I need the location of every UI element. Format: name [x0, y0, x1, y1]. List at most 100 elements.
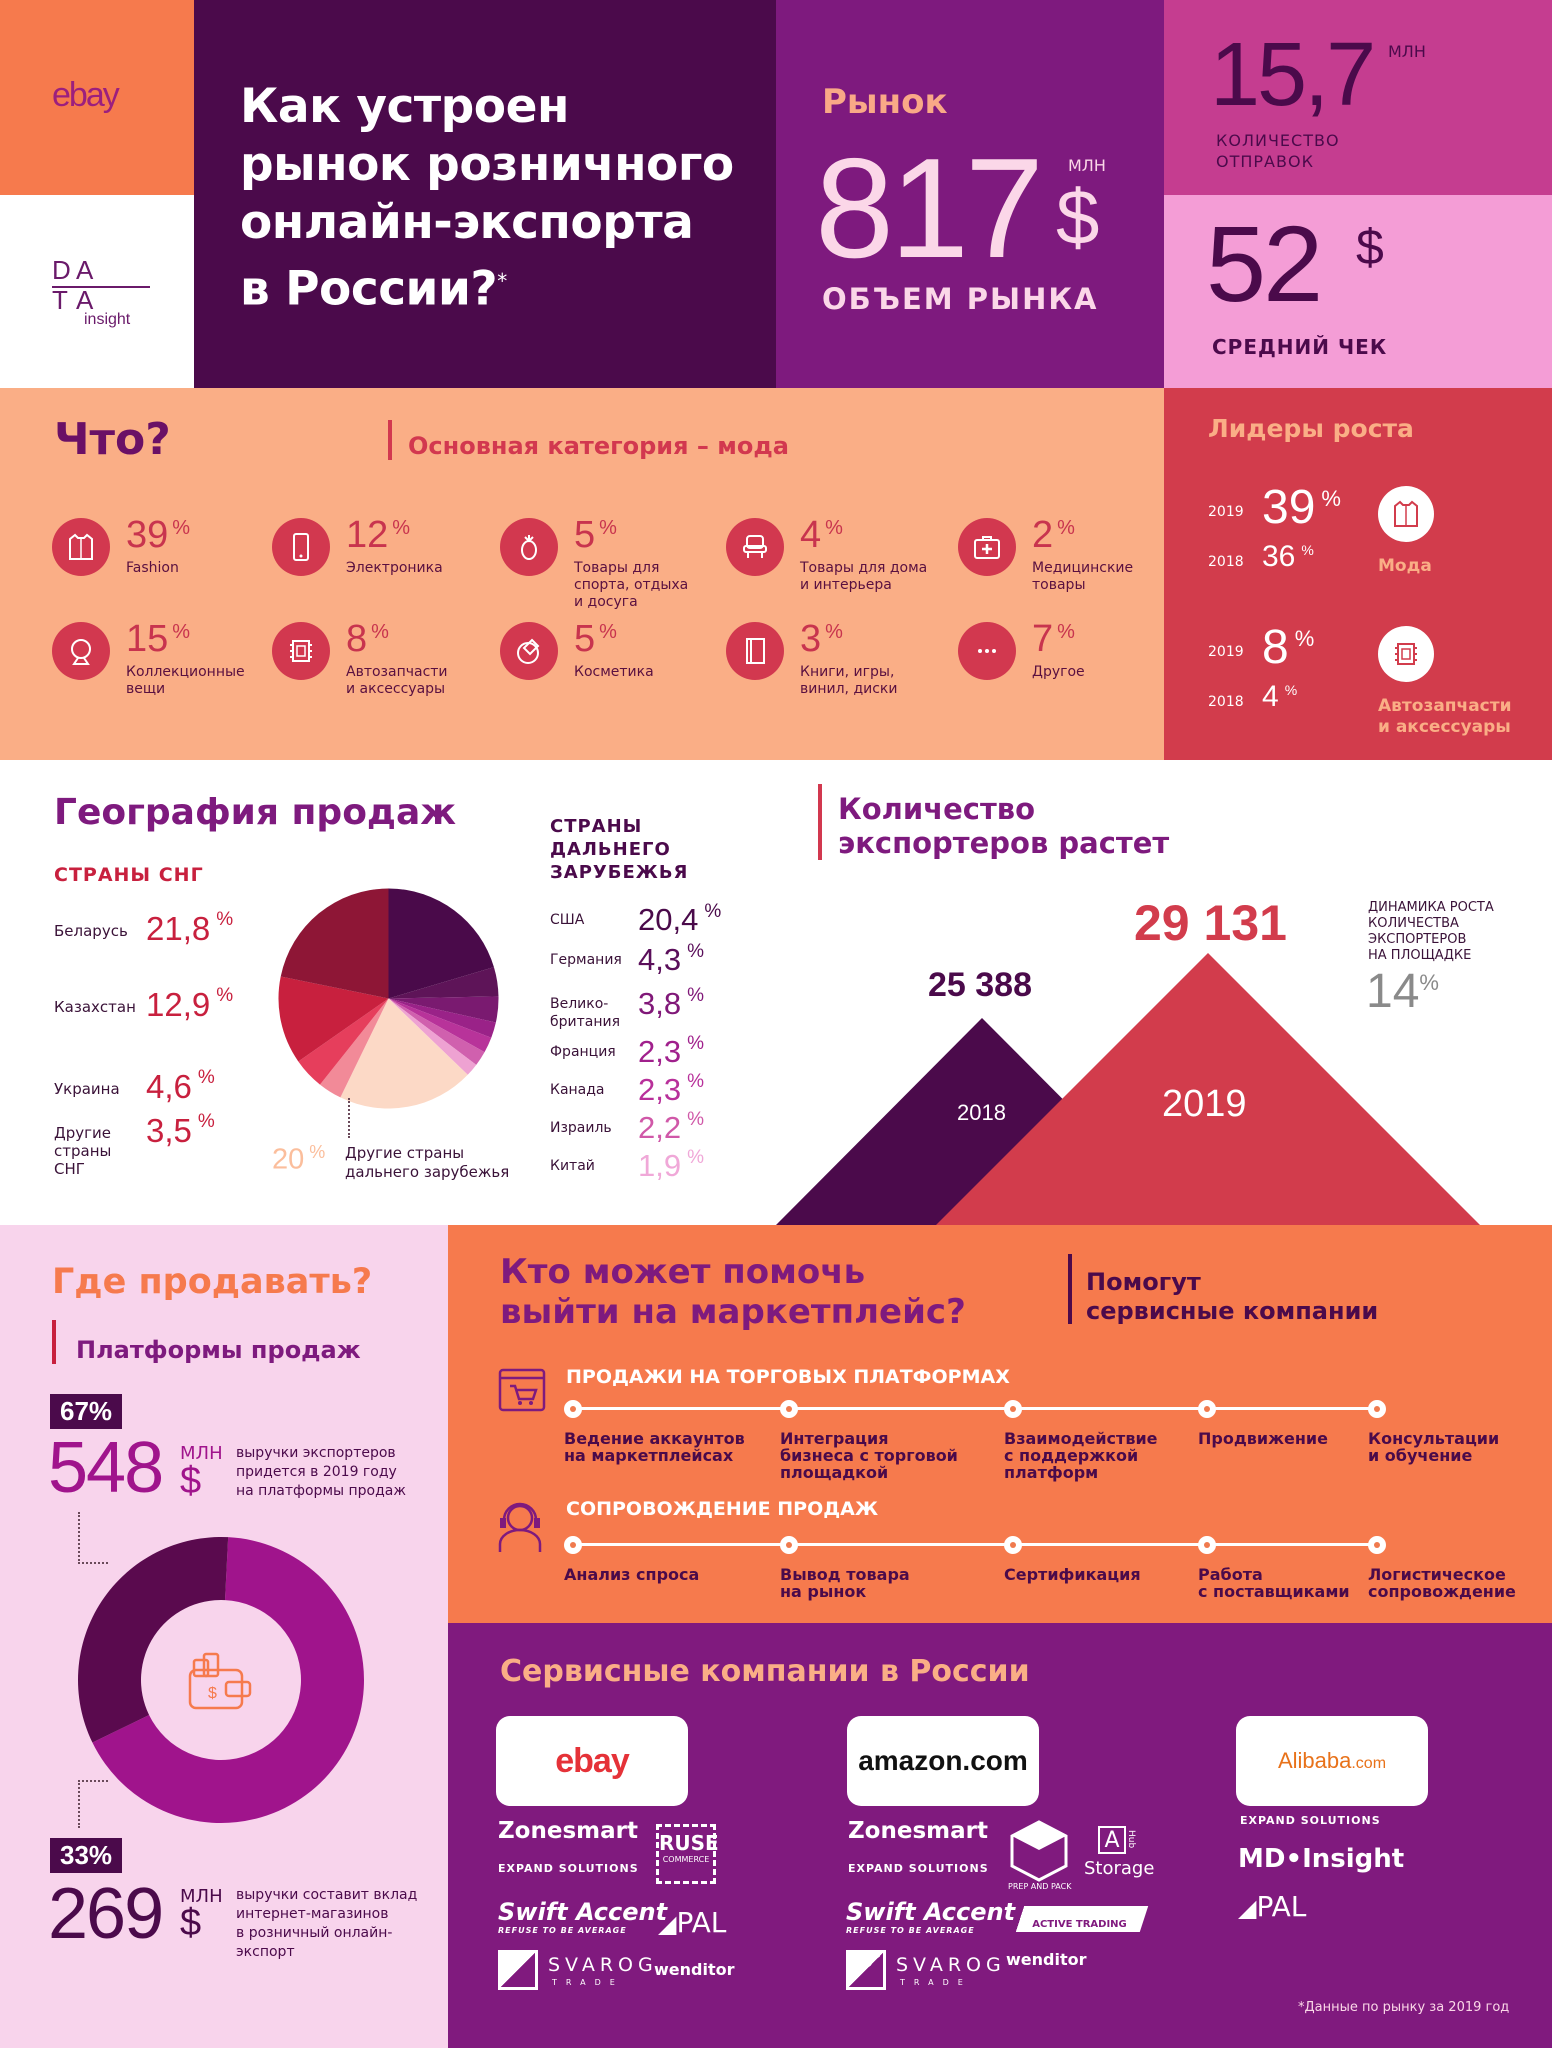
exporters-2019-value: 29 131: [1134, 895, 1287, 951]
service-label: Сертификация: [1004, 1565, 1141, 1584]
market-volume-label: ОБЪЕМ РЫНКА: [822, 282, 1099, 316]
service-label: Интеграция бизнеса с торговой площадкой: [780, 1429, 958, 1482]
timeline-dot: [564, 1400, 582, 1418]
wallet-icon: $: [188, 1650, 254, 1716]
other-far-value: 20%: [272, 1142, 326, 1176]
cis-country-value: 4,6%: [146, 1067, 215, 1105]
pie-slice: [319, 998, 389, 1098]
p1-text: выручки экспортеров придется в 2019 году н…: [236, 1445, 406, 1499]
p2-value: 269: [48, 1874, 164, 1954]
pie-slice: [340, 998, 468, 1109]
category-percent: 39%: [126, 514, 191, 556]
far-country-value: 2,3%: [638, 1071, 705, 1107]
service-label: Взаимодействие с поддержкой платформ: [1004, 1429, 1158, 1482]
swift-accent-slogan-2: REFUSE TO BE AVERAGE: [846, 1926, 975, 1935]
ebay-logo: ebay: [52, 76, 120, 114]
service-label: Продвижение: [1198, 1429, 1328, 1448]
p1-unit: МЛН: [180, 1443, 223, 1464]
medkit-icon: [958, 518, 1016, 576]
category-percent: 12%: [346, 514, 411, 556]
growth-year-2: 2018: [1208, 694, 1244, 710]
growth-category-name: Автозапчасти и аксессуары: [1378, 696, 1512, 737]
growth-year-1: 2019: [1208, 644, 1244, 660]
service-label: Работа с поставщиками: [1198, 1565, 1350, 1601]
where-heading: Где продавать?: [52, 1262, 373, 1302]
datainsight-logo: D A T A insight: [52, 255, 152, 335]
growth-value-2019: 8%: [1262, 621, 1315, 674]
category-label: Медицинские товары: [1032, 560, 1134, 593]
help-aside-divider: [1068, 1254, 1072, 1324]
market-volume-value: 817: [815, 129, 1044, 288]
donut-pointer-bottom: [78, 1780, 108, 1828]
timeline-dot: [780, 1400, 798, 1418]
shipments-value: 15,7: [1210, 25, 1376, 125]
row2-title: СОПРОВОЖДЕНИЕ ПРОДАЖ: [566, 1498, 879, 1520]
ebay-box: ebay: [496, 1716, 688, 1806]
dynamics-label: ДИНАМИКА РОСТА КОЛИЧЕСТВА ЭКСПОРТЕРОВ НА ПЛ…: [1368, 900, 1494, 963]
shipments-label: КОЛИЧЕСТВО ОТПРАВОК: [1216, 131, 1340, 171]
timeline-dot: [1004, 1400, 1022, 1418]
far-country-value: 4,3%: [638, 941, 705, 977]
category-label: Косметика: [574, 664, 654, 680]
category-percent: 15%: [126, 618, 191, 660]
growth-value-2019: 39%: [1262, 481, 1341, 534]
platform-donut-chart: [77, 1537, 365, 1823]
category-percent: 7%: [1032, 618, 1075, 660]
far-country-label: Канада: [550, 1082, 605, 1098]
growth-value-2018: 4%: [1262, 680, 1298, 713]
pie-slice: [388, 998, 485, 1065]
pie-slice: [280, 888, 389, 999]
pie-slice: [388, 996, 499, 1023]
expand-solutions-logo-2: EXPAND SOLUTIONS: [848, 1862, 989, 1875]
svarog-logo-2: SVAROG: [896, 1954, 1006, 1976]
p2-text: выручки составит вклад интернет-магазинов…: [236, 1887, 418, 1960]
what-subheading: Основная категория – мода: [408, 432, 789, 460]
pie-pointer-line: [348, 1098, 350, 1138]
far-country-value: 2,3%: [638, 1033, 705, 1069]
what-section: [0, 388, 1164, 760]
md-insight-logo: MD•Insight: [1238, 1844, 1405, 1874]
svarog-logo: SVAROG: [548, 1954, 658, 1976]
book-icon: [726, 622, 784, 680]
timeline-line: [574, 1407, 1380, 1410]
cis-country-value: 21,8%: [146, 909, 234, 947]
far-country-value: 1,9%: [638, 1147, 705, 1183]
donut-segment: [92, 1537, 365, 1823]
category-percent: 4%: [800, 514, 843, 556]
timeline-dot: [1368, 1536, 1386, 1554]
svg-text:$: $: [208, 1685, 217, 1702]
zonesmart-logo-2: Zonesmart: [848, 1818, 988, 1844]
category-percent: 5%: [574, 514, 617, 556]
growth-heading: Лидеры роста: [1208, 414, 1414, 443]
category-label: Книги, игры, винил, диски: [800, 664, 898, 697]
cis-country-value: 12,9%: [146, 985, 234, 1023]
service-label: Ведение аккаунтов на маркетплейсах: [564, 1429, 745, 1465]
p1-value: 548: [48, 1428, 164, 1508]
zonesmart-logo: Zonesmart: [498, 1818, 638, 1844]
far-country-value: 3,8%: [638, 985, 705, 1021]
timeline-dot: [1198, 1536, 1216, 1554]
page-title: Как устроен рынок розничного онлайн-эксп…: [240, 79, 734, 317]
cis-country-value: 3,5%: [146, 1111, 215, 1149]
far-country-value: 20,4%: [638, 901, 722, 937]
services-heading: Сервисные компании в России: [500, 1654, 1030, 1689]
phone-icon: [272, 518, 330, 576]
category-label: Fashion: [126, 560, 179, 576]
p2-pct-badge: 33%: [50, 1838, 123, 1873]
market-volume-currency: $: [1056, 173, 1100, 261]
far-country-label: Израиль: [550, 1120, 612, 1136]
service-label: Анализ спроса: [564, 1565, 700, 1584]
dynamics-value: 14%: [1366, 965, 1439, 1018]
pie-slice: [278, 976, 389, 1062]
p2-cur: $: [180, 1902, 202, 1944]
swift-accent-logo-2: Swift Accent: [846, 1898, 1016, 1926]
shipments-block: [1164, 0, 1552, 195]
cis-country-label: Казахстан: [54, 998, 136, 1016]
cis-country-label: Беларусь: [54, 922, 128, 940]
active-trading-logo: ACTIVE TRADING: [1003, 1906, 1149, 1932]
armchair-icon: [726, 518, 784, 576]
timeline-dot: [780, 1536, 798, 1554]
far-country-label: Китай: [550, 1158, 595, 1174]
avg-check-value: 52: [1206, 203, 1323, 324]
datainsight-logo-block: [0, 195, 194, 388]
